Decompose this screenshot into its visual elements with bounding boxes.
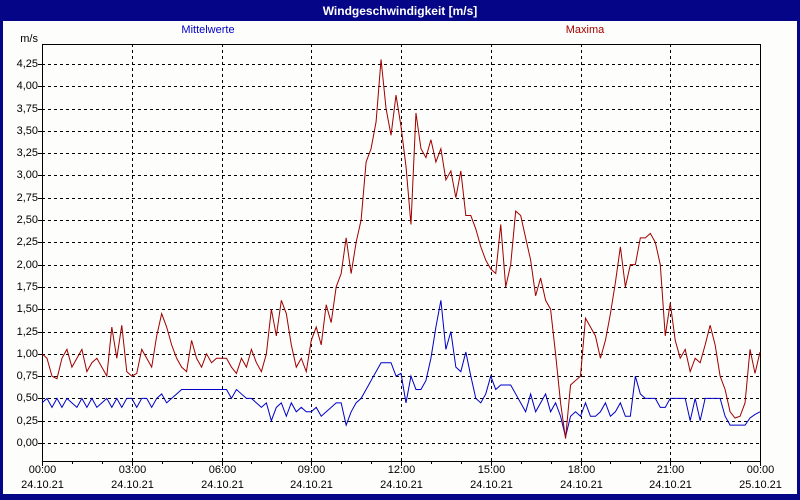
x-tick-time-label: 06:00 [208,464,237,476]
x-tick-time-label: 09:00 [297,464,326,476]
y-tick-label: 1,50 [16,302,38,315]
y-tick-label: 0,50 [16,391,38,404]
y-tick-label: 4,00 [16,79,38,92]
y-tick-label: 1,25 [16,325,38,338]
y-tick-label: 2,00 [16,258,38,271]
x-tick-date-label: 24.10.21 [201,479,244,491]
y-tick-label: 2,75 [16,191,38,204]
x-tick-date-label: 24.10.21 [649,479,692,491]
x-tick-time-label: 00:00 [28,464,57,476]
y-tick-label: 0,00 [16,436,38,449]
y-tick-label: 0,75 [16,369,38,382]
x-tick-date-label: 24.10.21 [290,479,333,491]
y-tick-label: 2,25 [16,235,38,248]
x-tick-date-label: 24.10.21 [560,479,603,491]
window-titlebar: Windgeschwindigkeit [m/s] [0,0,800,21]
y-tick-label: 3,00 [16,168,38,181]
y-tick-label: 3,25 [16,146,38,159]
x-tick-time-label: 15:00 [477,464,506,476]
x-tick-date-label: 24.10.21 [380,479,423,491]
x-tick-date-label: 24.10.21 [470,479,513,491]
x-tick-time-label: 12:00 [387,464,416,476]
y-tick-label: 2,50 [16,213,38,226]
y-axis-unit-label: m/s [20,33,38,45]
x-tick-date-label: 24.10.21 [21,479,64,491]
x-tick-date-label: 24.10.21 [111,479,154,491]
x-tick-time-label: 03:00 [118,464,147,476]
chart-area [3,21,797,494]
y-tick-label: 3,50 [16,124,38,137]
y-tick-label: 1,00 [16,347,38,360]
legend-maxima: Maxima [565,24,605,36]
y-tick-label: 1,75 [16,280,38,293]
y-tick-label: 0,25 [16,414,38,427]
x-tick-time-label: 18:00 [567,464,596,476]
x-tick-time-label: 00:00 [746,464,775,476]
x-tick-date-label: 25.10.21 [739,479,782,491]
y-tick-label: 4,25 [16,57,38,70]
window-title: Windgeschwindigkeit [m/s] [322,3,478,18]
legend-mittelwerte: Mittelwerte [181,24,235,36]
x-tick-time-label: 21:00 [656,464,685,476]
y-tick-label: 3,75 [16,102,38,115]
